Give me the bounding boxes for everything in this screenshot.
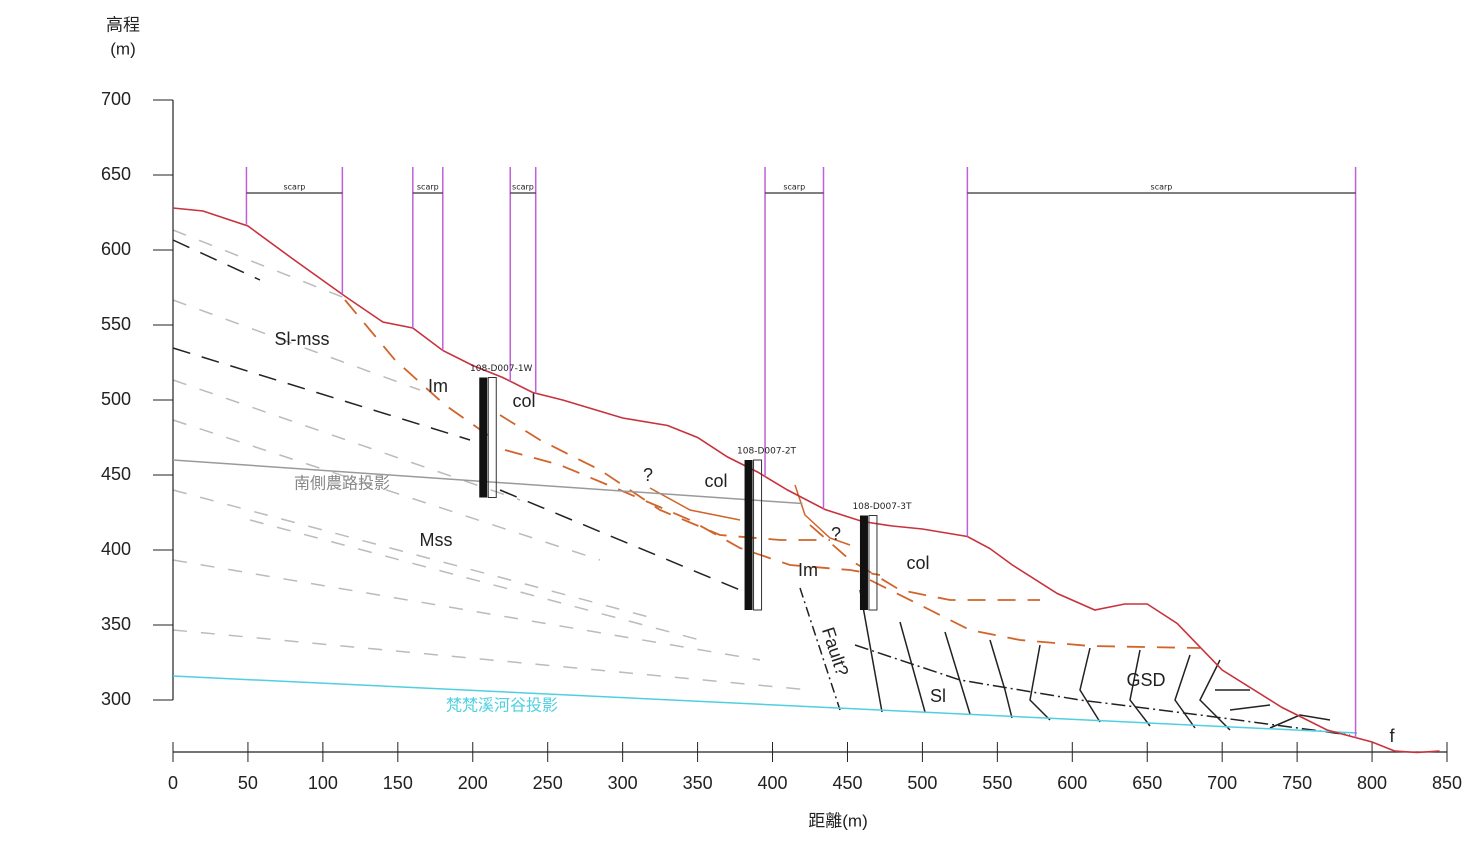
x-tick-label: 550 xyxy=(982,773,1012,793)
borehole-log xyxy=(754,460,762,610)
y-tick-label: 650 xyxy=(101,164,131,184)
scarp-label: scarp xyxy=(283,183,305,192)
borehole-name: 108-D007-3T xyxy=(852,502,912,512)
cross-section: 高程 (m) 距離(m) 南側農路投影 梵梵溪河谷投影 Sl-mss Im co… xyxy=(0,0,1466,867)
x-tick-label: 0 xyxy=(168,773,178,793)
x-tick-label: 750 xyxy=(1282,773,1312,793)
unit-label: Im xyxy=(798,560,818,580)
borehole xyxy=(860,516,868,611)
y-axis-unit: (m) xyxy=(110,39,135,58)
unit-label: f xyxy=(1389,726,1395,746)
river-label: 梵梵溪河谷投影 xyxy=(446,696,558,715)
y-axis-label: 高程 xyxy=(106,15,140,34)
x-tick-label: 600 xyxy=(1057,773,1087,793)
y-tick-label: 550 xyxy=(101,314,131,334)
x-tick-label: 100 xyxy=(308,773,338,793)
y-tick-label: 700 xyxy=(101,89,131,109)
scarp-label: scarp xyxy=(417,183,439,192)
scarp-label: scarp xyxy=(1151,183,1173,192)
scarp-label: scarp xyxy=(512,183,534,192)
borehole-log xyxy=(869,516,877,611)
y-tick-label: 500 xyxy=(101,389,131,409)
bedding-black xyxy=(173,240,740,590)
x-tick-label: 400 xyxy=(758,773,788,793)
slip-surface xyxy=(345,300,1200,648)
y-tick-label: 350 xyxy=(101,614,131,634)
x-tick-label: 50 xyxy=(238,773,258,793)
x-tick-label: 300 xyxy=(608,773,638,793)
borehole-name: 108-D007-2T xyxy=(737,447,797,457)
unit-labels: Sl-mss Im col Mss ? col ? Im col Fault? … xyxy=(275,329,1396,746)
borehole xyxy=(479,378,487,498)
road-label: 南側農路投影 xyxy=(294,474,390,493)
y-tick-label: 300 xyxy=(101,689,131,709)
unit-label: col xyxy=(704,471,727,491)
x-tick-label: 700 xyxy=(1207,773,1237,793)
x-tick-label: 200 xyxy=(458,773,488,793)
x-tick-label: 500 xyxy=(907,773,937,793)
y-tick-label: 400 xyxy=(101,539,131,559)
unit-label: Im xyxy=(428,376,448,396)
y-tick-label: 600 xyxy=(101,239,131,259)
x-tick-label: 250 xyxy=(533,773,563,793)
unit-label: Sl xyxy=(930,686,946,706)
x-tick-label: 850 xyxy=(1432,773,1462,793)
x-tick-label: 650 xyxy=(1132,773,1162,793)
unit-label: ? xyxy=(643,465,653,485)
x-tick-label: 800 xyxy=(1357,773,1387,793)
unit-label: col xyxy=(906,553,929,573)
y-tick-label: 450 xyxy=(101,464,131,484)
scarp-label: scarp xyxy=(783,183,805,192)
x-tick-label: 350 xyxy=(683,773,713,793)
bedding-gray xyxy=(173,230,810,690)
unit-label: Mss xyxy=(420,530,453,550)
unit-label: Sl-mss xyxy=(275,329,330,349)
borehole-name: 108-D007-1W xyxy=(470,364,533,374)
x-tick-label: 150 xyxy=(383,773,413,793)
unit-label: Fault? xyxy=(818,625,852,679)
unit-label: col xyxy=(512,391,535,411)
borehole xyxy=(745,460,753,610)
fault xyxy=(800,588,1350,735)
borehole-log xyxy=(488,378,496,498)
unit-label: GSD xyxy=(1126,670,1165,690)
unit-label: ? xyxy=(831,524,841,544)
x-axis-label: 距離(m) xyxy=(808,811,867,830)
x-tick-label: 450 xyxy=(832,773,862,793)
